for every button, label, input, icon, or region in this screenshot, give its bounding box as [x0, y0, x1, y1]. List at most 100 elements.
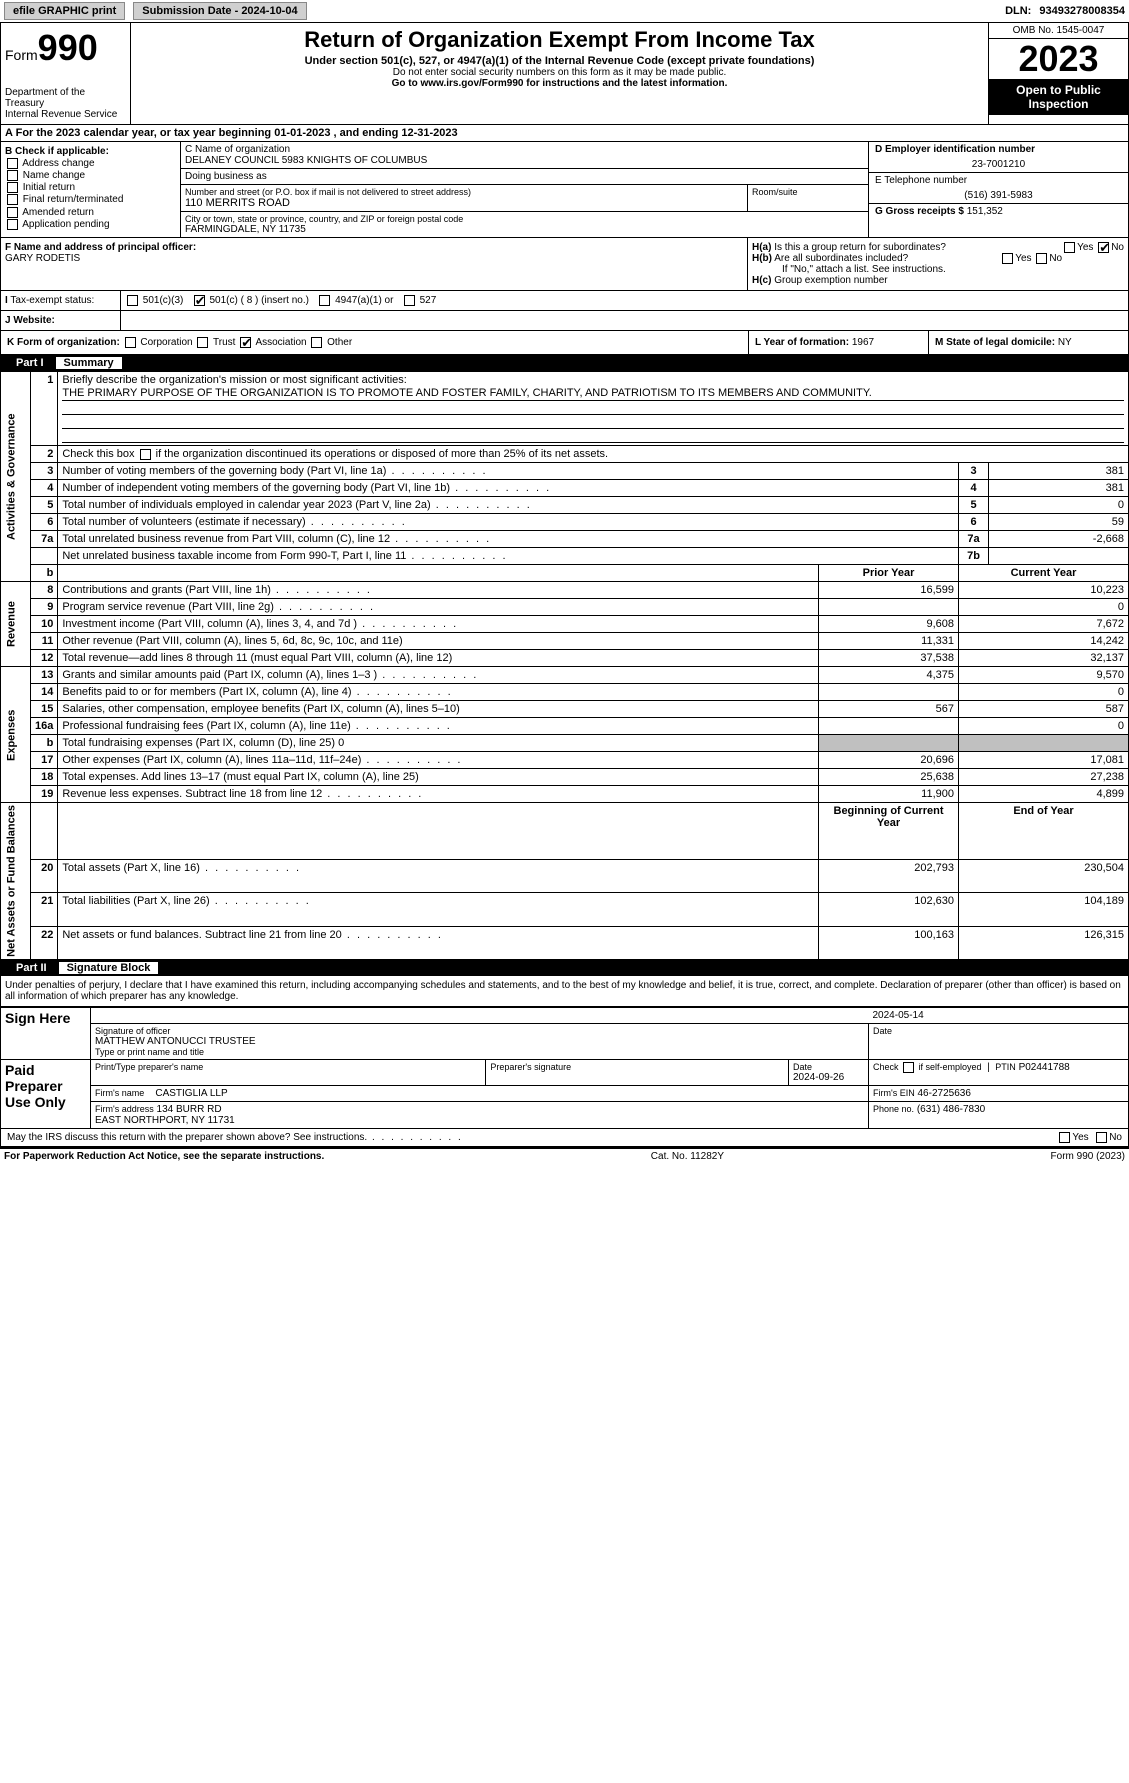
goto-link[interactable]: Go to www.irs.gov/Form990 for instructio…	[139, 78, 980, 89]
cb-assoc[interactable]	[240, 337, 251, 348]
part-2-header: Part IISignature Block	[0, 960, 1129, 976]
cb-name-change[interactable]: Name change	[5, 170, 176, 181]
dept-label: Department of the Treasury Internal Reve…	[5, 87, 126, 120]
ein-value: 23-7001210	[875, 159, 1122, 170]
form-org-label: K Form of organization:	[7, 337, 120, 348]
cb-initial-return[interactable]: Initial return	[5, 182, 176, 193]
line-10: Investment income (Part VIII, column (A)…	[62, 618, 458, 630]
mission-label: Briefly describe the organization's miss…	[62, 374, 1124, 386]
hb-no[interactable]	[1036, 253, 1047, 264]
firm-phone: (631) 486-7830	[917, 1104, 985, 1115]
discuss-row: May the IRS discuss this return with the…	[0, 1129, 1129, 1147]
cb-amended-return[interactable]: Amended return	[5, 207, 176, 218]
omb-number: OMB No. 1545-0047	[989, 23, 1128, 39]
section-a: A For the 2023 calendar year, or tax yea…	[0, 125, 1129, 142]
sig-date: 2024-05-14	[869, 1008, 1129, 1024]
perjury-declaration: Under penalties of perjury, I declare th…	[0, 976, 1129, 1007]
submission-date-button[interactable]: Submission Date - 2024-10-04	[133, 2, 306, 20]
tab-net-assets: Net Assets or Fund Balances	[1, 803, 31, 960]
col-prior: Prior Year	[819, 565, 959, 582]
firm-name: CASTIGLIA LLP	[155, 1088, 227, 1099]
line-8: Contributions and grants (Part VIII, lin…	[62, 584, 372, 596]
phone-label: Phone no.	[873, 1104, 914, 1114]
cb-self-employed[interactable]	[903, 1062, 914, 1073]
ha-yes[interactable]	[1064, 242, 1075, 253]
officer-label: F Name and address of principal officer:	[5, 242, 743, 253]
website-value	[121, 311, 1128, 330]
tax-exempt-label: Tax-exempt status:	[10, 295, 94, 306]
q2-text: Check this box if the organization disco…	[58, 446, 1129, 463]
signature-table: Sign Here 2024-05-14 Signature of office…	[0, 1007, 1129, 1129]
footer: For Paperwork Reduction Act Notice, see …	[0, 1147, 1129, 1164]
line-19: Revenue less expenses. Subtract line 18 …	[62, 788, 423, 800]
line-4: Number of independent voting members of …	[62, 482, 551, 494]
line-17: Other expenses (Part IX, column (A), lin…	[62, 754, 462, 766]
formation-label: L Year of formation:	[755, 337, 849, 348]
cb-501c[interactable]	[194, 295, 205, 306]
tab-governance: Activities & Governance	[1, 372, 31, 582]
discuss-yes[interactable]	[1059, 1132, 1070, 1143]
ptin-value: P02441788	[1019, 1062, 1070, 1073]
line-12: Total revenue—add lines 8 through 11 (mu…	[62, 652, 452, 664]
gross-label: G Gross receipts $	[875, 206, 964, 217]
firm-addr-label: Firm's address	[95, 1104, 154, 1114]
cb-corp[interactable]	[125, 337, 136, 348]
col-beginning: Beginning of Current Year	[819, 803, 959, 860]
cb-trust[interactable]	[197, 337, 208, 348]
cb-527[interactable]	[404, 295, 415, 306]
prep-date: 2024-09-26	[793, 1072, 864, 1083]
ssn-warning: Do not enter social security numbers on …	[139, 67, 980, 78]
cb-501c3[interactable]	[127, 295, 138, 306]
efile-print-button[interactable]: efile GRAPHIC print	[4, 2, 125, 20]
prep-name-label: Print/Type preparer's name	[95, 1062, 481, 1072]
discuss-text: May the IRS discuss this return with the…	[7, 1132, 463, 1143]
form-header: Form990 Department of the Treasury Inter…	[0, 23, 1129, 125]
formation-value: 1967	[852, 337, 874, 348]
discuss-no[interactable]	[1096, 1132, 1107, 1143]
hb-label: Are all subordinates included?	[774, 253, 908, 264]
line-5: Total number of individuals employed in …	[62, 499, 531, 511]
section-b: B Check if applicable: Address change Na…	[1, 142, 181, 237]
line-6: Total number of volunteers (estimate if …	[62, 516, 406, 528]
org-name-label: C Name of organization	[185, 144, 864, 155]
hb-note: If "No," attach a list. See instructions…	[752, 264, 1124, 275]
line-20: Total assets (Part X, line 16)	[62, 862, 301, 874]
cb-final-return[interactable]: Final return/terminated	[5, 194, 176, 205]
tel-value: (516) 391-5983	[875, 190, 1122, 201]
gross-value: 151,352	[967, 206, 1003, 217]
ha-no[interactable]	[1098, 242, 1109, 253]
val-5: 0	[989, 497, 1129, 514]
dln-label: DLN:	[1005, 5, 1031, 17]
line-7a: Total unrelated business revenue from Pa…	[62, 533, 491, 545]
val-7b	[989, 548, 1129, 565]
street-label: Number and street (or P.O. box if mail i…	[185, 187, 743, 197]
tab-expenses: Expenses	[1, 667, 31, 803]
city-label: City or town, state or province, country…	[185, 214, 864, 224]
website-label: Website:	[13, 315, 55, 326]
cb-address-change[interactable]: Address change	[5, 158, 176, 169]
dln-value: 93493278008354	[1039, 5, 1125, 17]
suite-label: Room/suite	[752, 187, 864, 197]
street-value: 110 MERRITS ROAD	[185, 197, 743, 209]
cb-other[interactable]	[311, 337, 322, 348]
cb-discontinued[interactable]	[140, 449, 151, 460]
form-word: Form	[5, 47, 38, 63]
org-name: DELANEY COUNCIL 5983 KNIGHTS OF COLUMBUS	[185, 155, 864, 166]
line-21: Total liabilities (Part X, line 26)	[62, 895, 310, 907]
ptin-label: PTIN	[995, 1062, 1016, 1072]
hb-yes[interactable]	[1002, 253, 1013, 264]
cb-4947[interactable]	[319, 295, 330, 306]
officer-name: GARY RODETIS	[5, 253, 743, 264]
paid-preparer-label: Paid Preparer Use Only	[1, 1060, 91, 1129]
cb-application-pending[interactable]: Application pending	[5, 219, 176, 230]
line-3: Number of voting members of the governin…	[62, 465, 487, 477]
tax-year-range: For the 2023 calendar year, or tax year …	[16, 127, 458, 139]
tax-year: 2023	[989, 39, 1128, 79]
line-15: Salaries, other compensation, employee b…	[62, 703, 459, 715]
line-22: Net assets or fund balances. Subtract li…	[62, 929, 443, 941]
line-9: Program service revenue (Part VIII, line…	[62, 601, 375, 613]
city-value: FARMINGDALE, NY 11735	[185, 224, 864, 235]
officer-signed: MATTHEW ANTONUCCI TRUSTEE	[95, 1036, 864, 1047]
cat-no: Cat. No. 11282Y	[651, 1151, 724, 1162]
firm-ein-label: Firm's EIN	[873, 1088, 915, 1098]
